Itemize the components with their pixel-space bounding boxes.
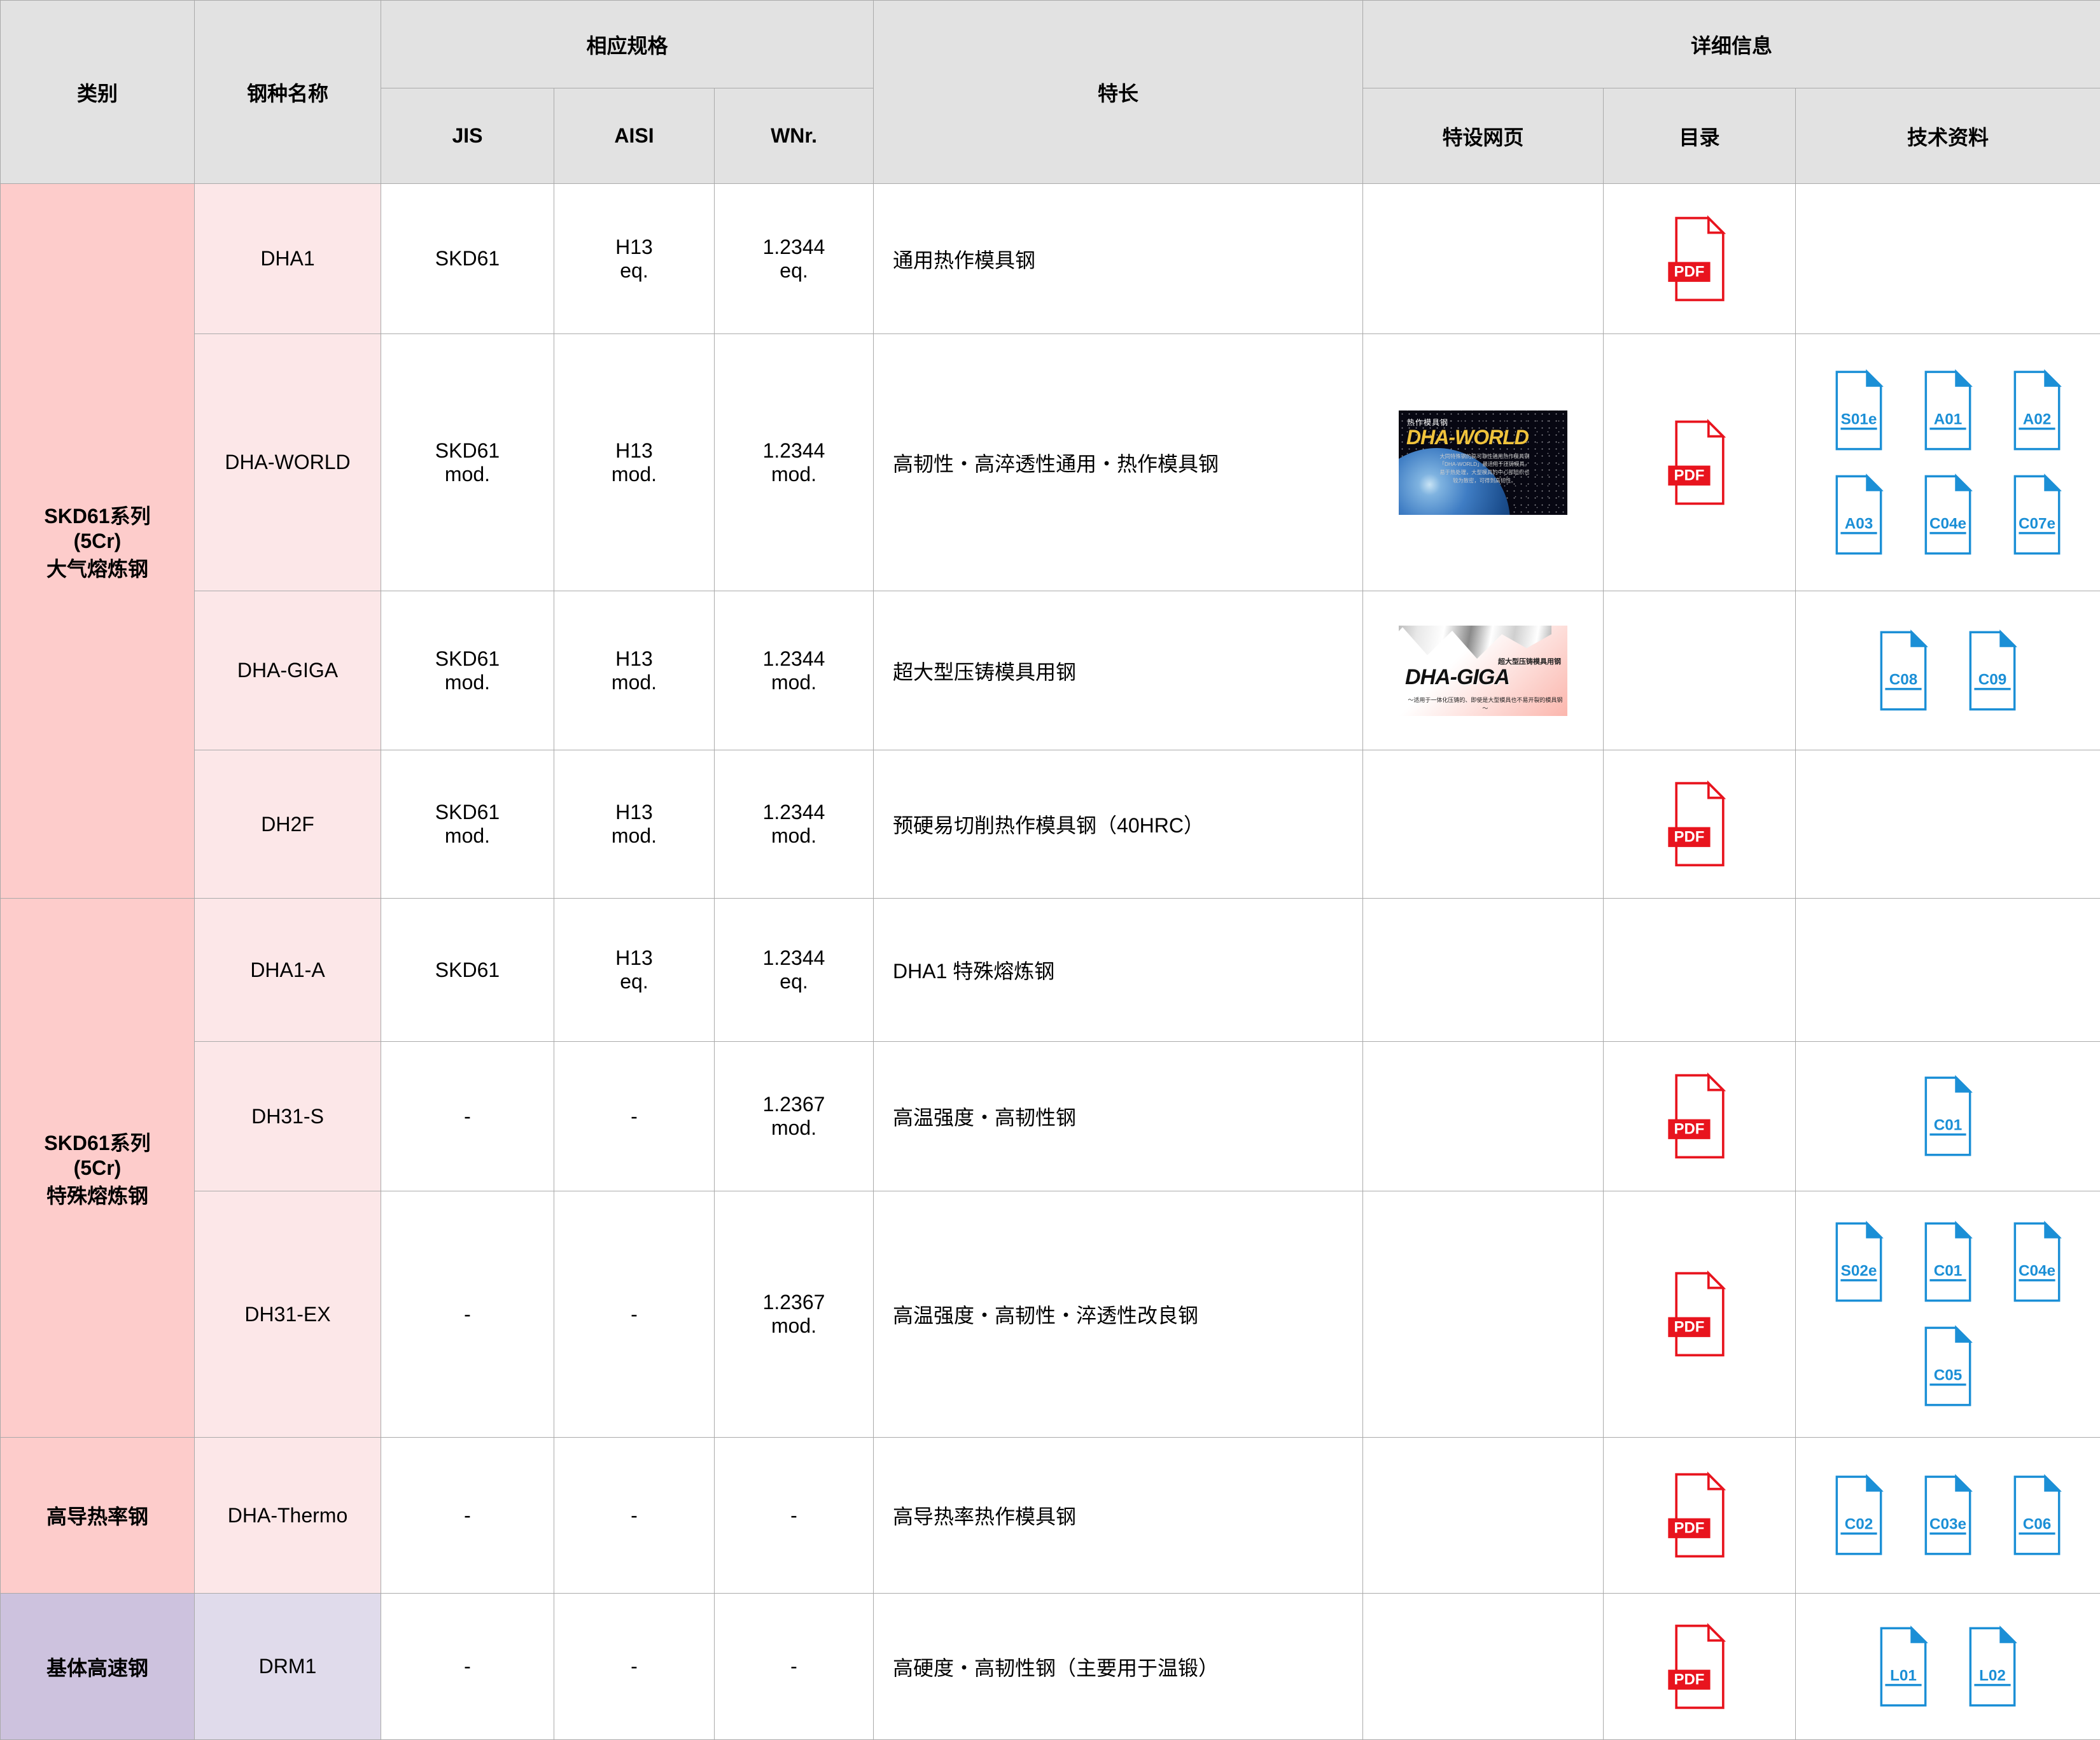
svg-text:PDF: PDF xyxy=(1674,1671,1704,1688)
svg-text:C04e: C04e xyxy=(1929,515,1966,532)
svg-text:PDF: PDF xyxy=(1674,467,1704,484)
svg-text:C03e: C03e xyxy=(1929,1516,1966,1533)
svg-text:S02e: S02e xyxy=(1841,1263,1877,1280)
svg-text:C05: C05 xyxy=(1934,1367,1963,1384)
svg-text:C01: C01 xyxy=(1934,1117,1963,1134)
svg-text:PDF: PDF xyxy=(1674,1319,1704,1336)
svg-text:A01: A01 xyxy=(1934,410,1963,428)
svg-text:L01: L01 xyxy=(1890,1667,1917,1684)
svg-text:C01: C01 xyxy=(1934,1263,1963,1280)
svg-text:PDF: PDF xyxy=(1674,263,1704,280)
svg-text:C02: C02 xyxy=(1845,1516,1873,1533)
svg-text:C08: C08 xyxy=(1889,671,1918,688)
svg-text:C06: C06 xyxy=(2023,1516,2052,1533)
svg-text:L02: L02 xyxy=(1979,1667,2006,1684)
svg-text:C04e: C04e xyxy=(2019,1263,2055,1280)
svg-text:S01e: S01e xyxy=(1841,410,1877,428)
svg-text:C09: C09 xyxy=(1978,671,2007,688)
svg-text:PDF: PDF xyxy=(1674,1121,1704,1138)
svg-text:A03: A03 xyxy=(1845,515,1873,532)
svg-text:PDF: PDF xyxy=(1674,1520,1704,1537)
svg-text:PDF: PDF xyxy=(1674,829,1704,846)
svg-text:C07e: C07e xyxy=(2019,515,2055,532)
svg-text:A02: A02 xyxy=(2023,410,2052,428)
